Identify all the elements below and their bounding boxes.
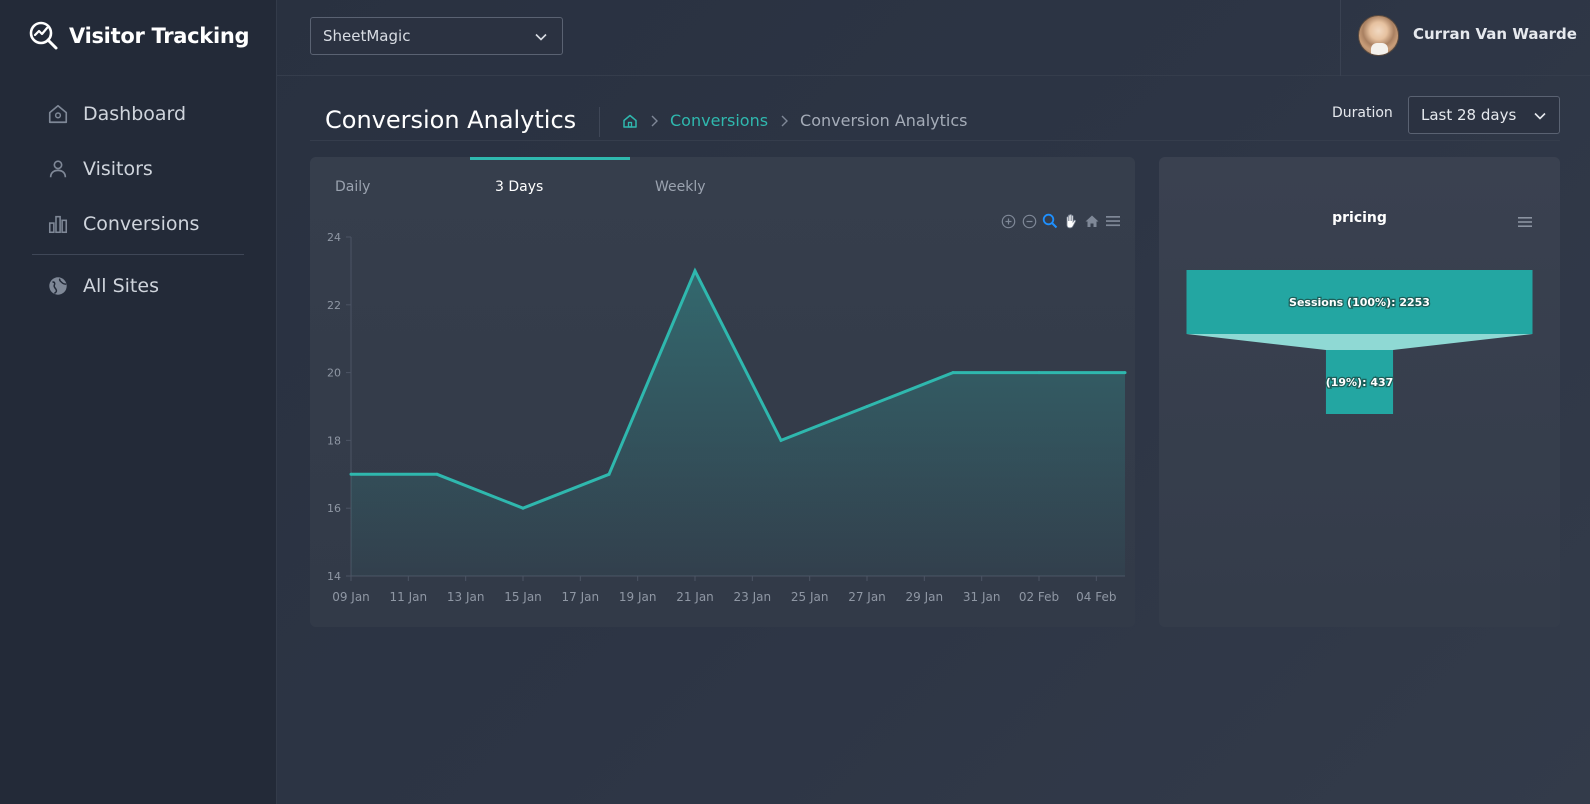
user-name: Curran Van Waarde [1413,25,1577,43]
duration-select-value: Last 28 days [1421,106,1517,124]
user-icon [49,159,67,177]
x-tick-label: 25 Jan [791,590,829,604]
x-tick-label: 11 Jan [390,590,428,604]
tab-3-days[interactable]: 3 Days [470,157,630,201]
data-point [1123,371,1127,375]
breadcrumb-current: Conversion Analytics [800,111,968,130]
sidebar-divider [32,254,244,255]
avatar[interactable] [1358,15,1399,56]
data-point [865,405,869,408]
chevron-right-icon [778,114,790,128]
data-point [435,472,439,476]
brand[interactable]: Visitor Tracking [28,20,250,52]
funnel-stage-label: Sessions (100%): 2253 [1289,296,1430,309]
chevron-right-icon [648,114,660,128]
y-tick-label: 20 [327,367,341,380]
funnel-stage-conversions [1325,350,1394,414]
user-menu[interactable]: Curran Van Waarde [1340,0,1590,76]
sidebar-item-label: Visitors [83,157,153,180]
y-tick-label: 16 [327,502,341,515]
globe-icon [49,276,67,295]
y-tick-label: 24 [327,231,341,244]
zoom-select-icon[interactable] [1042,213,1058,229]
x-tick-label: 29 Jan [906,590,944,604]
y-tick-label: 14 [327,570,341,583]
conversion-chart-card: Daily 3 Days Weekly 14 16 18 20 22 24 09 Jan 11… [310,157,1135,627]
funnel-title: pricing [1332,210,1387,226]
x-tick-label: 13 Jan [447,590,485,604]
funnel-chart: Sessions (100%): 2253 (19%): 437 [1186,270,1533,414]
reset-home-icon[interactable] [1084,213,1100,229]
x-tick-label: 27 Jan [848,590,886,604]
funnel-card: pricing Sessions (100%): 2253 (19%): 437 [1159,157,1560,627]
x-tick-label: 19 Jan [619,590,657,604]
chevron-down-icon [1534,112,1546,120]
zoom-in-icon[interactable] [1000,213,1016,229]
series-area [351,270,1125,576]
site-select[interactable]: SheetMagic [310,17,563,55]
sidebar-nav: Dashboard Visitors Conversions All Sites [32,86,244,313]
site-select-value: SheetMagic [323,27,411,45]
heading-divider [310,140,1560,141]
data-point [1037,371,1041,375]
tab-daily[interactable]: Daily [335,179,371,195]
data-point [779,438,783,442]
funnel-stage-label: (19%): 437 [1326,376,1394,389]
sidebar-item-dashboard[interactable]: Dashboard [32,86,244,141]
y-tick-label: 18 [327,434,341,447]
zoom-out-icon[interactable] [1021,213,1037,229]
sidebar-item-all-sites[interactable]: All Sites [32,258,244,313]
x-tick-label: 02 Feb [1019,590,1059,604]
duration-select[interactable]: Last 28 days [1408,96,1560,134]
chart-toolbar [1000,213,1121,229]
x-tick-label: 21 Jan [676,590,714,604]
sidebar: Visitor Tracking Dashboard Visitors Conv… [0,0,277,804]
series-line [351,267,1125,510]
sidebar-item-label: Conversions [83,212,200,235]
data-point [349,472,353,476]
x-tick-label: 17 Jan [562,590,600,604]
data-point [951,371,955,375]
x-tick-label: 15 Jan [504,590,542,604]
data-point [693,269,697,273]
pan-hand-icon[interactable] [1063,213,1079,229]
data-point [607,472,611,476]
y-tick-label: 22 [327,299,341,312]
funnel-stage-sessions [1186,270,1533,334]
home-icon[interactable] [622,113,638,129]
chevron-down-icon [535,33,547,41]
sidebar-item-label: All Sites [83,274,159,297]
tab-weekly[interactable]: Weekly [655,179,706,195]
sidebar-item-visitors[interactable]: Visitors [32,141,244,196]
period-tabs: Daily 3 Days Weekly [310,157,790,201]
menu-icon[interactable] [1105,213,1121,229]
duration-label: Duration [1332,105,1393,121]
conversion-area-chart: 14 16 18 20 22 24 09 Jan 11 Jan 13 Jan 15 Jan 17 J… [327,231,1127,604]
x-tick-label: 04 Feb [1076,590,1116,604]
app-title: Visitor Tracking [69,24,250,48]
x-tick-label: 31 Jan [963,590,1001,604]
top-bar: SheetMagic Curran Van Waarde [277,0,1590,76]
menu-icon[interactable] [1517,214,1533,234]
breadcrumb-conversions[interactable]: Conversions [670,111,769,130]
sidebar-item-label: Dashboard [83,102,187,125]
sidebar-item-conversions[interactable]: Conversions [32,196,244,251]
x-tick-label: 09 Jan [332,590,370,604]
home-icon [48,104,68,123]
funnel-connector [1186,334,1533,350]
analytics-search-icon [29,21,58,50]
data-point [521,506,525,510]
x-tick-label: 23 Jan [734,590,772,604]
bar-chart-icon [48,215,68,233]
title-divider [599,107,600,137]
page-title: Conversion Analytics [325,106,577,134]
breadcrumb: Conversions Conversion Analytics [622,111,968,130]
